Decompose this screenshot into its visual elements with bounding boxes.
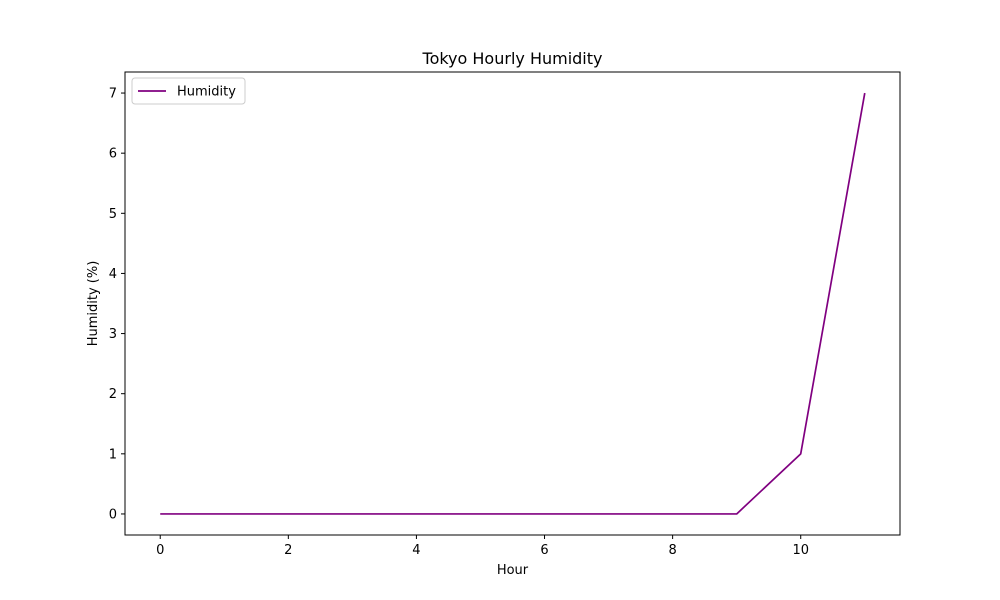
y-tick-label: 3 <box>109 327 117 342</box>
y-tick-label: 5 <box>109 207 117 222</box>
legend-label-humidity: Humidity <box>177 85 236 100</box>
x-tick-label: 4 <box>412 543 420 558</box>
y-tick-label: 2 <box>109 387 117 402</box>
chart-title: Tokyo Hourly Humidity <box>422 49 603 68</box>
y-tick-label: 0 <box>109 507 117 522</box>
x-tick-label: 8 <box>668 543 676 558</box>
series-line-humidity <box>160 92 866 515</box>
x-tick-label: 0 <box>156 543 164 558</box>
y-tick-label: 1 <box>109 447 117 462</box>
x-tick-label: 10 <box>792 543 809 558</box>
y-tick-label: 6 <box>109 147 117 162</box>
series-layer <box>160 92 866 515</box>
legend-box <box>131 77 246 105</box>
y-axis-label: Humidity (%) <box>86 261 101 347</box>
x-axis: 0 2 4 6 8 10 <box>156 535 809 558</box>
x-tick-label: 6 <box>540 543 548 558</box>
x-axis-label: Hour <box>497 563 529 578</box>
y-tick-label: 4 <box>109 267 117 282</box>
x-tick-label: 2 <box>284 543 292 558</box>
legend: Humidity <box>131 77 246 105</box>
plot-area <box>124 71 901 536</box>
y-tick-label: 7 <box>109 87 117 102</box>
y-axis: 0 1 2 3 4 5 6 7 <box>109 87 125 522</box>
